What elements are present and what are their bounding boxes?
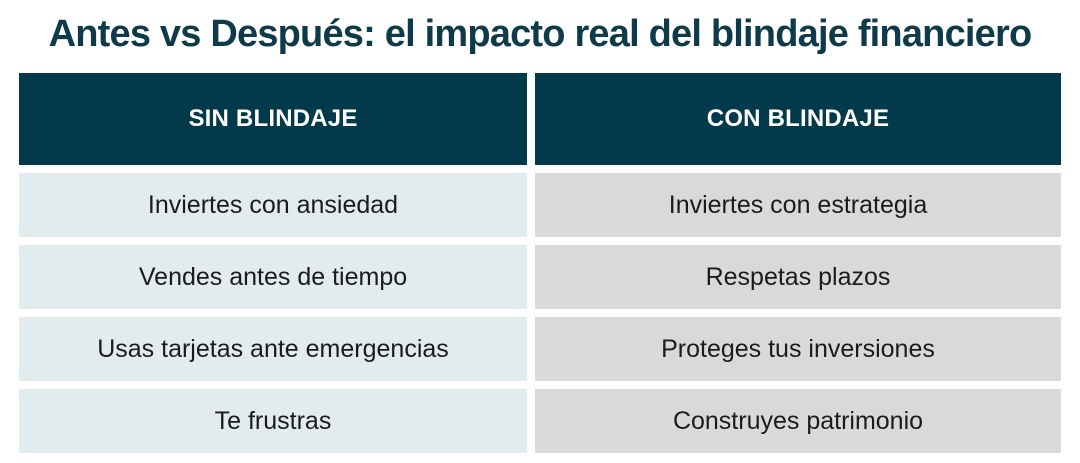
table-cell-sin-blindaje: Te frustras <box>19 389 527 453</box>
column-header-con-blindaje: CON BLINDAJE <box>535 73 1061 165</box>
table-cell-sin-blindaje: Inviertes con ansiedad <box>19 173 527 237</box>
table-cell-con-blindaje: Respetas plazos <box>535 245 1061 309</box>
table-cell-con-blindaje: Inviertes con estrategia <box>535 173 1061 237</box>
table-cell-sin-blindaje: Vendes antes de tiempo <box>19 245 527 309</box>
page-title: Antes vs Después: el impacto real del bl… <box>48 13 1033 55</box>
table-cell-con-blindaje: Construyes patrimonio <box>535 389 1061 453</box>
table-cell-con-blindaje: Proteges tus inversiones <box>535 317 1061 381</box>
table-cell-sin-blindaje: Usas tarjetas ante emergencias <box>19 317 527 381</box>
comparison-table: SIN BLINDAJE CON BLINDAJE Inviertes con … <box>19 73 1061 453</box>
column-header-sin-blindaje: SIN BLINDAJE <box>19 73 527 165</box>
